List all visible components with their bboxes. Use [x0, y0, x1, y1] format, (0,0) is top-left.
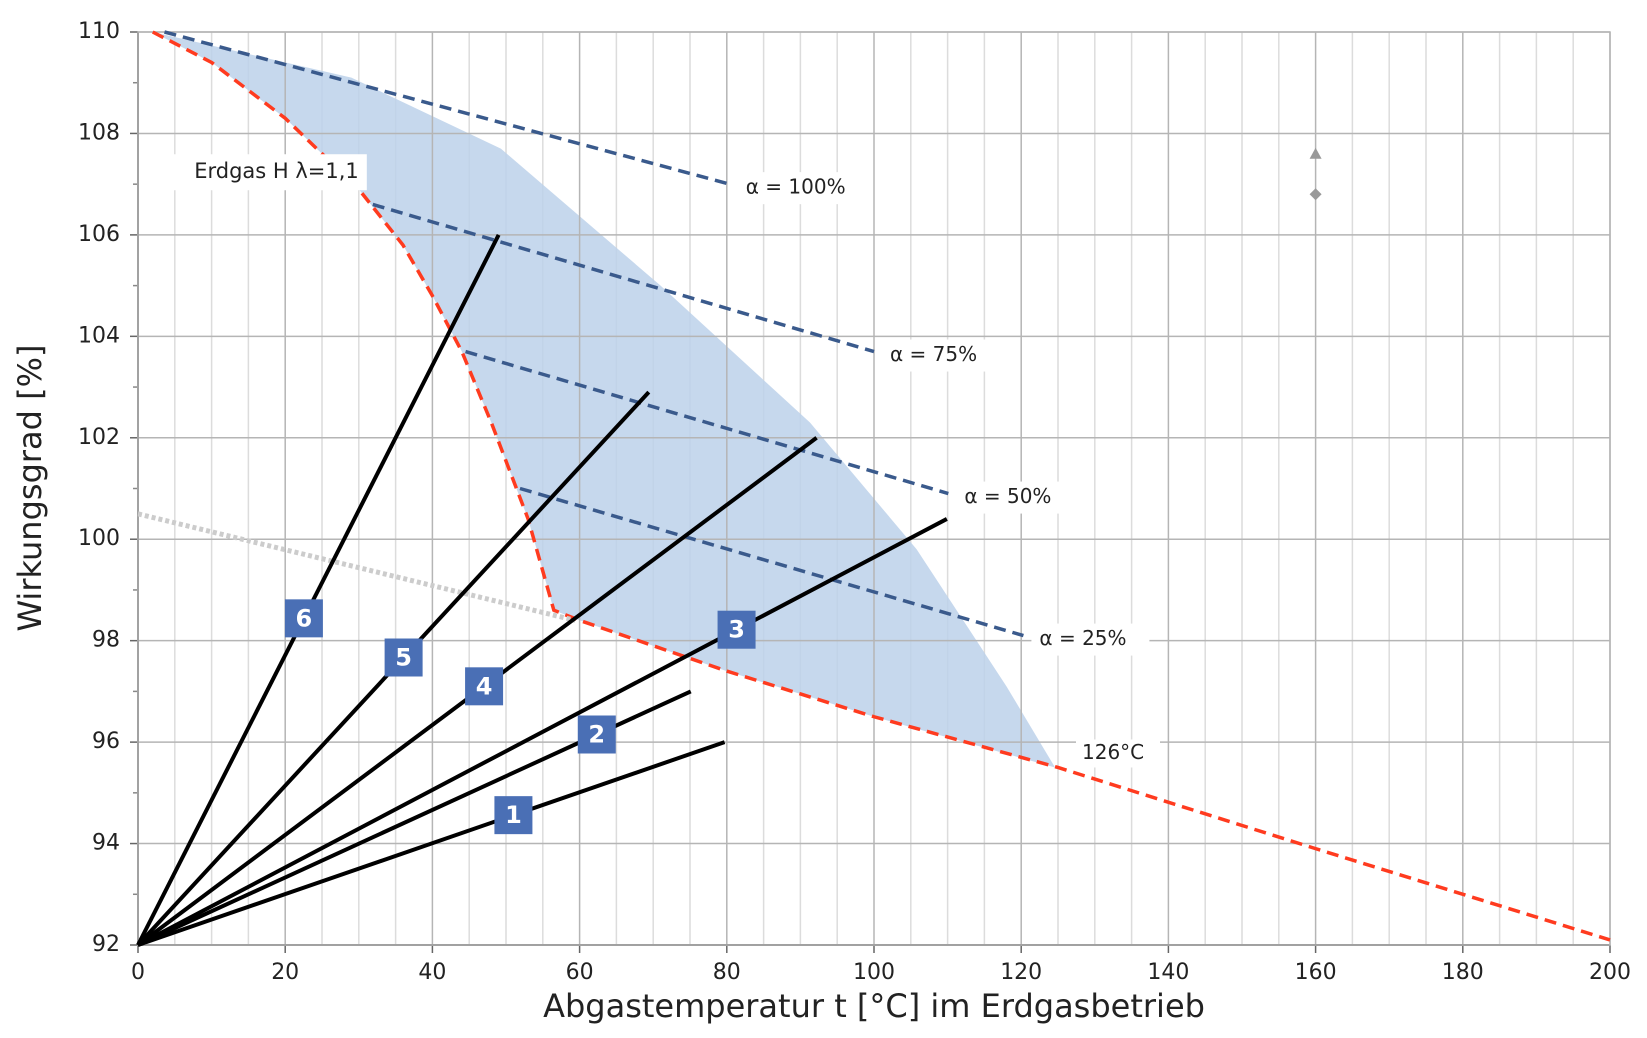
series-line	[164, 30, 731, 186]
label-bg	[166, 154, 367, 191]
y-tick-label: 94	[92, 831, 120, 856]
annotation: 126°C	[1082, 740, 1144, 764]
x-tick-label: 160	[1295, 960, 1337, 985]
y-tick-label: 106	[78, 222, 120, 247]
line-label: Erdgas H λ=1,1	[194, 159, 359, 183]
line-number: 6	[296, 604, 313, 632]
shaded-region	[152, 32, 1056, 768]
line-label: α = 75%	[890, 342, 977, 366]
y-tick-label: 108	[78, 120, 120, 145]
series-line	[519, 486, 1024, 638]
line-number: 1	[505, 801, 522, 829]
series-line	[136, 233, 501, 946]
x-tick-label: 0	[131, 960, 145, 985]
line-number: 5	[395, 644, 412, 672]
y-tick-label: 100	[78, 526, 120, 551]
x-tick-label: 100	[853, 960, 895, 985]
x-tick-label: 60	[566, 960, 594, 985]
x-tick-label: 20	[271, 960, 299, 985]
label-bg	[882, 339, 1000, 372]
line-number-box	[384, 638, 423, 677]
x-tick-label: 180	[1442, 960, 1484, 985]
line-number-box	[577, 715, 616, 754]
scatter-point	[1309, 147, 1322, 159]
y-tick-label: 110	[78, 19, 120, 44]
line-number: 4	[476, 672, 493, 700]
label-bg	[1031, 623, 1150, 656]
y-tick-label: 102	[78, 425, 120, 450]
y-axis-title: Wirkungsgrad [%]	[11, 344, 49, 631]
line-label: α = 50%	[964, 484, 1051, 508]
x-tick-label: 80	[713, 960, 741, 985]
series-line	[137, 517, 948, 947]
x-tick-label: 40	[418, 960, 446, 985]
x-tick-label: 140	[1147, 960, 1189, 985]
scatter-point	[1309, 188, 1322, 201]
line-number-box	[465, 667, 504, 706]
label-bg	[956, 481, 1075, 514]
line-number-box	[717, 610, 756, 649]
label-bg	[737, 172, 856, 205]
line-number-box	[494, 796, 533, 835]
series-line	[151, 30, 1611, 942]
series-line	[465, 349, 949, 496]
line-number: 3	[728, 616, 745, 644]
plot-frame	[137, 31, 1611, 946]
y-tick-label: 96	[92, 729, 120, 754]
x-axis-title: Abgastemperatur t [°C] im Erdgasbetrieb	[543, 987, 1205, 1025]
line-number-box	[284, 599, 323, 638]
y-tick-label: 104	[78, 323, 120, 348]
series-line	[372, 202, 875, 354]
line-label: α = 25%	[1039, 626, 1126, 650]
series-line	[137, 511, 576, 623]
y-tick-label: 98	[92, 628, 120, 653]
series-line	[137, 740, 726, 947]
x-tick-label: 200	[1589, 960, 1631, 985]
y-tick-label: 92	[92, 932, 120, 957]
line-number: 2	[588, 721, 605, 749]
label-bg	[1076, 739, 1160, 768]
line-label: α = 100%	[746, 175, 846, 199]
x-tick-label: 120	[1000, 960, 1042, 985]
